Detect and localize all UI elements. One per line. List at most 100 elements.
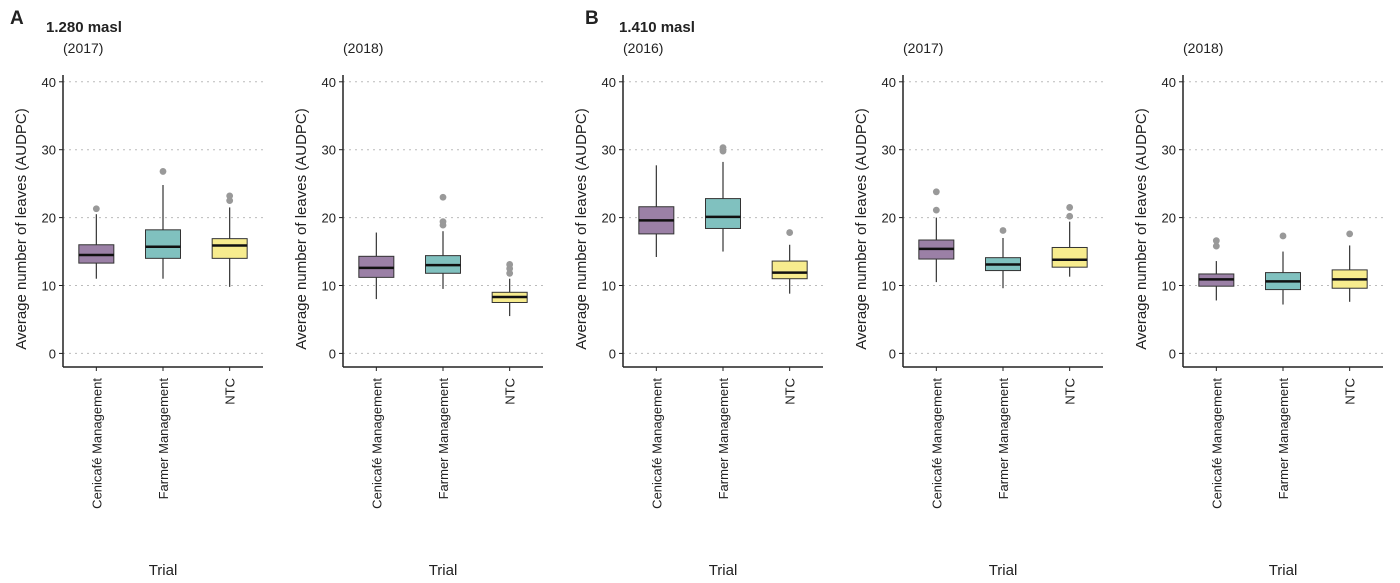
group-label-a: A [10, 8, 24, 29]
outlier-point [159, 168, 167, 175]
box-farmer-management [425, 193, 461, 289]
box-farmer-management [705, 144, 741, 252]
x-tick-label-cenicaf-management: Cenicafé Management [649, 378, 664, 509]
y-tick-label-40: 40 [602, 75, 616, 90]
panel-b-2018-title: (2018) [1183, 40, 1223, 56]
x-axis-label: Trial [429, 562, 458, 579]
box-ntc [491, 261, 528, 317]
group-label-b: B [585, 8, 599, 29]
y-tick-label-30: 30 [882, 143, 896, 158]
box-cenicaf-management [78, 205, 115, 279]
panel-a-2018-title: (2018) [343, 40, 383, 56]
outlier-point [932, 206, 940, 214]
box-cenicaf-management [918, 188, 955, 283]
site-label-b: 1.410 masl [619, 19, 695, 36]
x-tick-label-cenicaf-management: Cenicafé Management [929, 378, 944, 509]
y-axis-label: Average number of leaves (AUDPC) [853, 108, 870, 350]
y-tick-label-30: 30 [1162, 143, 1176, 158]
panel-a-2017-title: (2017) [63, 40, 103, 56]
x-tick-label-ntc: NTC [1343, 378, 1358, 405]
outlier-point [1346, 230, 1354, 238]
box-ntc [1331, 230, 1368, 302]
x-axis-label: Trial [1269, 562, 1298, 579]
y-tick-label-10: 10 [602, 279, 616, 294]
x-tick-label-cenicaf-management: Cenicafé Management [369, 378, 384, 509]
panel-b-2018: (2018) 0 10 20 30 40 Average number of leaves … [1133, 40, 1383, 579]
outlier-point [439, 218, 447, 226]
box-ntc [1051, 204, 1088, 277]
y-tick-label-0: 0 [609, 346, 616, 361]
x-tick-label-ntc: NTC [503, 378, 518, 405]
x-tick-label-farmer-management: Farmer Management [156, 378, 171, 500]
y-tick-label-30: 30 [322, 143, 336, 158]
x-tick-label-cenicaf-management: Cenicafé Management [89, 378, 104, 509]
site-label-a: 1.280 masl [46, 19, 122, 36]
x-tick-label-cenicaf-management: Cenicafé Management [1209, 378, 1224, 509]
box-cenicaf-management [358, 232, 395, 300]
box-iqr [705, 198, 741, 229]
x-tick-label-farmer-management: Farmer Management [716, 378, 731, 500]
box-iqr [771, 260, 808, 280]
box-iqr [145, 229, 181, 259]
y-tick-label-10: 10 [42, 279, 56, 294]
outlier-point [932, 188, 940, 196]
outlier-point [1066, 204, 1074, 211]
x-tick-label-farmer-management: Farmer Management [436, 378, 451, 500]
outlier-point [506, 261, 514, 268]
y-tick-label-10: 10 [882, 279, 896, 294]
y-tick-label-20: 20 [1162, 211, 1176, 226]
y-axis-label: Average number of leaves (AUDPC) [573, 108, 590, 350]
outlier-point [226, 192, 234, 200]
panel-b-2016-title: (2016) [623, 40, 663, 56]
outlier-point [92, 205, 100, 213]
box-farmer-management [145, 168, 181, 279]
x-tick-label-farmer-management: Farmer Management [996, 378, 1011, 500]
y-tick-label-40: 40 [42, 75, 56, 90]
y-tick-label-0: 0 [329, 346, 336, 361]
y-tick-label-0: 0 [49, 346, 56, 361]
panel-b-2017-title: (2017) [903, 40, 943, 56]
box-iqr [1051, 246, 1088, 268]
y-tick-label-20: 20 [882, 211, 896, 226]
box-farmer-management [1265, 232, 1301, 305]
outlier-point [719, 144, 727, 152]
box-cenicaf-management [638, 165, 675, 257]
x-axis-label: Trial [149, 562, 178, 579]
x-tick-label-ntc: NTC [223, 378, 238, 405]
outlier-point [1212, 242, 1220, 250]
x-axis-label: Trial [989, 562, 1018, 579]
y-tick-label-10: 10 [322, 279, 336, 294]
outlier-point [506, 269, 514, 277]
y-tick-label-30: 30 [602, 143, 616, 158]
panel-b-2017: (2017) 0 10 20 30 40 Average number of leaves … [853, 40, 1103, 579]
y-tick-label-10: 10 [1162, 279, 1176, 294]
y-axis-label: Average number of leaves (AUDPC) [1133, 108, 1150, 350]
box-ntc [771, 229, 808, 294]
outlier-point [786, 229, 794, 236]
y-tick-label-40: 40 [322, 75, 336, 90]
box-cenicaf-management [1198, 237, 1235, 301]
outlier-point [439, 193, 447, 201]
panel-a-2017: (2017) 0 10 20 30 40 Average number of leaves … [13, 40, 263, 579]
outlier-point [1066, 212, 1074, 220]
x-tick-label-farmer-management: Farmer Management [1276, 378, 1291, 500]
outlier-point [1212, 237, 1220, 245]
y-tick-label-20: 20 [322, 211, 336, 226]
box-iqr [211, 238, 248, 259]
y-tick-label-20: 20 [42, 211, 56, 226]
outlier-point [1279, 232, 1287, 240]
y-axis-label: Average number of leaves (AUDPC) [293, 108, 310, 350]
outlier-point [999, 227, 1007, 234]
y-tick-label-0: 0 [1169, 346, 1176, 361]
y-tick-label-20: 20 [602, 211, 616, 226]
box-ntc [211, 192, 248, 287]
y-tick-label-40: 40 [882, 75, 896, 90]
y-tick-label-40: 40 [1162, 75, 1176, 90]
x-axis-label: Trial [709, 562, 738, 579]
y-tick-label-30: 30 [42, 143, 56, 158]
panel-a-2018: (2018) 0 10 20 30 40 Average number of leaves … [293, 40, 543, 579]
box-farmer-management [985, 227, 1021, 289]
x-tick-label-ntc: NTC [783, 378, 798, 405]
outlier-point [226, 197, 234, 205]
